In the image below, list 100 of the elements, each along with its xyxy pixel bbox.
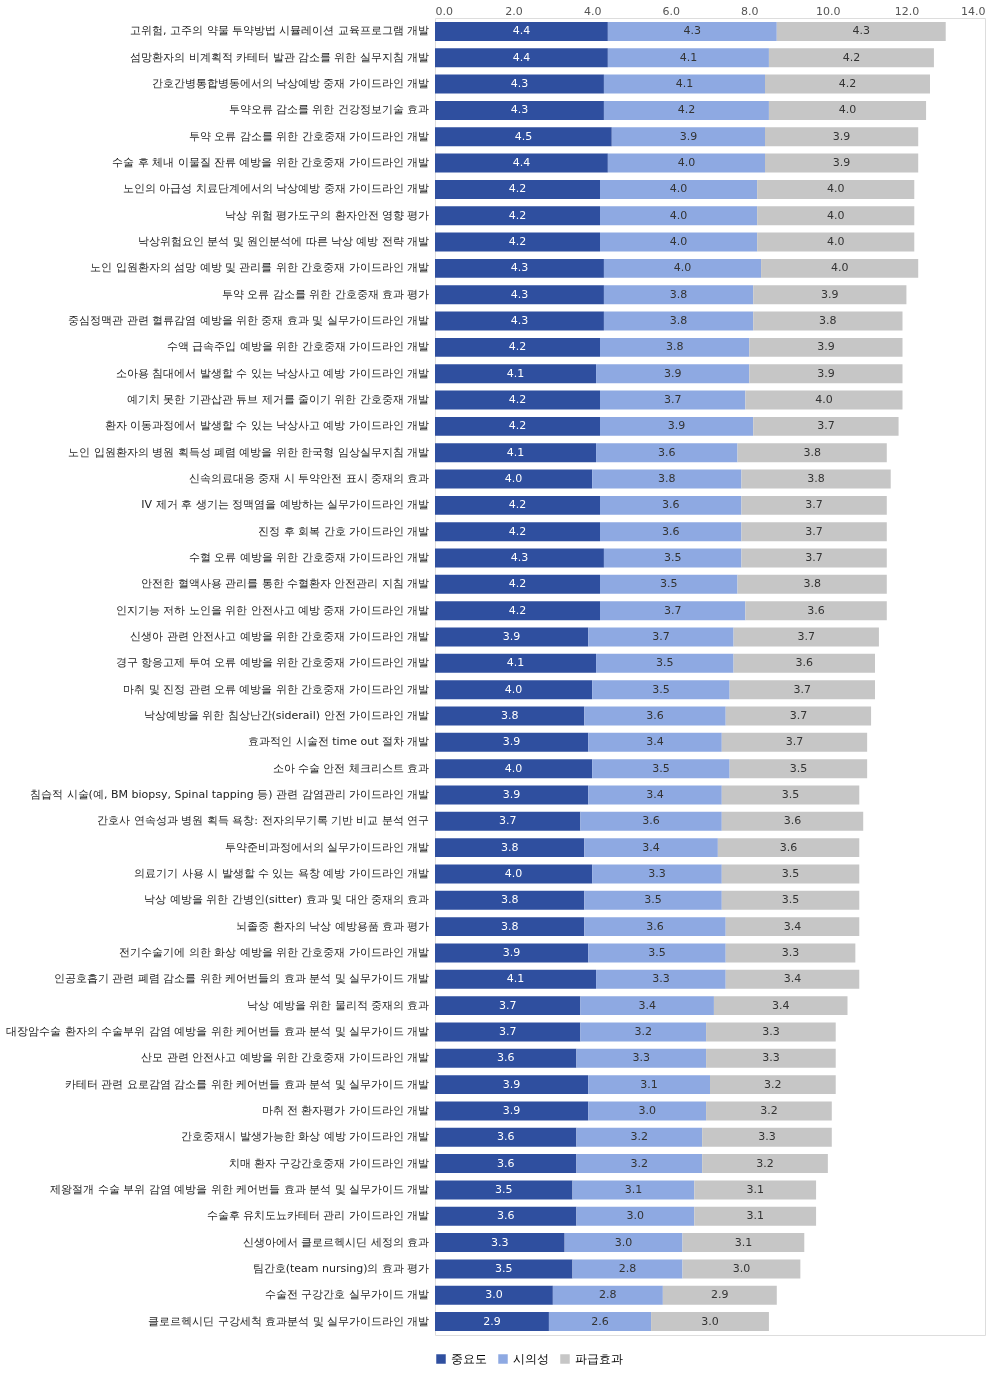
- data-label: 3.4: [638, 998, 656, 1012]
- data-label: 3.3: [781, 945, 800, 959]
- data-label: 4.2: [508, 498, 527, 512]
- data-label: 4.2: [508, 340, 527, 354]
- data-label: 3.7: [498, 1024, 517, 1038]
- data-label: 3.9: [821, 287, 839, 301]
- data-label: 3.8: [500, 919, 519, 933]
- data-label: 4.0: [815, 393, 833, 407]
- data-label: 4.4: [512, 156, 531, 170]
- x-tick-label: 6.0: [662, 4, 680, 18]
- data-label: 4.2: [508, 419, 527, 433]
- data-label: 4.0: [504, 682, 523, 696]
- data-label: 3.6: [646, 708, 664, 722]
- y-tick-label: 신생아 관련 안전사고 예방을 위한 간호중재 가이드라인 개발: [130, 630, 430, 644]
- data-label: 3.1: [734, 1235, 753, 1249]
- data-label: 3.5: [652, 761, 670, 775]
- data-label: 3.6: [642, 814, 660, 828]
- data-label: 3.4: [642, 840, 660, 854]
- data-label: 4.3: [510, 551, 529, 565]
- data-label: 4.1: [506, 656, 525, 670]
- data-label: 3.7: [789, 708, 808, 722]
- data-label: 4.1: [506, 445, 525, 459]
- data-label: 2.8: [618, 1261, 637, 1275]
- y-tick-label: 예기치 못한 기관삽관 튜브 제거를 줄이기 위한 간호중재 개발: [126, 393, 430, 407]
- data-label: 4.3: [852, 24, 870, 38]
- data-label: 3.7: [797, 630, 815, 644]
- y-tick-label: 마취 전 환자평가 가이드라인 개발: [261, 1103, 430, 1117]
- data-label: 4.4: [512, 24, 531, 38]
- data-label: 4.5: [514, 129, 533, 143]
- data-label: 4.1: [675, 77, 694, 91]
- data-label: 3.9: [502, 630, 521, 644]
- legend-label: 파급효과: [575, 1352, 623, 1366]
- data-label: 4.3: [510, 314, 529, 328]
- y-tick-label: 환자 이동과정에서 발생할 수 있는 낙상사고 예방 가이드라인 개발: [104, 419, 430, 433]
- data-label: 4.1: [679, 50, 698, 64]
- y-tick-label: 마취 및 진정 관련 오류 예방을 위한 간호중재 가이드라인 개발: [123, 682, 430, 696]
- data-label: 3.9: [502, 1077, 521, 1091]
- data-label: 3.2: [764, 1077, 782, 1091]
- y-tick-label: 수술 후 체내 이물질 잔류 예방을 위한 간호중재 가이드라인 개발: [112, 156, 430, 170]
- data-label: 4.3: [510, 261, 529, 275]
- data-label: 3.8: [803, 445, 821, 459]
- data-label: 3.8: [500, 708, 519, 722]
- data-label: 3.6: [658, 445, 676, 459]
- y-tick-label: 의료기기 사용 시 발생할 수 있는 욕창 예방 가이드라인 개발: [134, 866, 430, 880]
- data-label: 4.0: [669, 182, 688, 196]
- y-tick-label: 수술전 구강간호 실무가이드 개발: [265, 1288, 430, 1302]
- data-label: 4.2: [508, 208, 527, 222]
- data-label: 4.4: [512, 50, 531, 64]
- y-tick-label: 수술후 유치도뇨카테터 관리 가이드라인 개발: [206, 1209, 430, 1223]
- data-label: 4.0: [504, 761, 523, 775]
- data-label: 3.6: [795, 656, 814, 670]
- data-label: 3.8: [669, 287, 688, 301]
- data-label: 3.7: [817, 419, 835, 433]
- data-label: 3.0: [638, 1103, 656, 1117]
- data-label: 4.1: [506, 366, 525, 380]
- y-tick-label: 중심정맥관 관련 혈류감염 예방을 위한 중재 효과 및 실무가이드라인 개발: [68, 314, 430, 328]
- legend-label: 시의성: [513, 1352, 549, 1366]
- data-label: 3.7: [663, 603, 682, 617]
- y-tick-label: 전기수술기에 의한 화상 예방을 위한 간호중재 가이드라인 개발: [119, 945, 430, 959]
- y-tick-label: 소아 수술 안전 체크리스트 효과: [272, 761, 430, 775]
- data-label: 3.6: [646, 919, 664, 933]
- y-tick-label: 노인의 아급성 치료단계에서의 낙상예방 중재 가이드라인 개발: [122, 182, 430, 196]
- data-label: 3.5: [495, 1261, 513, 1275]
- data-label: 3.9: [832, 156, 851, 170]
- y-tick-label: 진정 후 회복 간호 가이드라인 개발: [258, 524, 430, 538]
- data-label: 3.1: [624, 1182, 643, 1196]
- y-tick-label: 안전한 혈액사용 관리를 통한 수혈환자 안전관리 지침 개발: [141, 577, 430, 591]
- data-label: 3.8: [803, 577, 821, 591]
- data-label: 3.9: [502, 945, 521, 959]
- data-label: 3.7: [805, 524, 823, 538]
- data-label: 3.5: [781, 866, 800, 880]
- y-tick-label: 팀간호(team nursing)의 효과 평가: [252, 1261, 430, 1275]
- data-label: 3.9: [502, 787, 521, 801]
- data-label: 4.2: [508, 524, 527, 538]
- data-label: 3.5: [495, 1182, 513, 1196]
- data-label: 4.0: [830, 261, 849, 275]
- data-label: 4.0: [826, 208, 845, 222]
- data-label: 3.7: [652, 630, 670, 644]
- data-label: 3.9: [817, 340, 835, 354]
- data-label: 4.2: [842, 50, 861, 64]
- data-label: 3.9: [817, 366, 835, 380]
- data-label: 3.5: [656, 656, 674, 670]
- data-label: 4.0: [838, 103, 857, 117]
- y-tick-label: 낙상 위험 평가도구의 환자안전 영향 평가: [225, 208, 430, 222]
- data-label: 3.0: [626, 1209, 645, 1223]
- data-label: 4.2: [508, 603, 527, 617]
- y-tick-label: 카테터 관련 요로감염 감소를 위한 케어번들 효과 분석 및 실무가이드 개발: [64, 1077, 430, 1091]
- data-label: 3.6: [661, 524, 680, 538]
- y-tick-label: 투약 오류 감소를 위한 간호중재 가이드라인 개발: [188, 129, 430, 143]
- data-label: 3.1: [746, 1182, 764, 1196]
- y-tick-label: 인지기능 저하 노인을 위한 안전사고 예방 중재 가이드라인 개발: [115, 603, 430, 617]
- data-label: 3.9: [679, 129, 698, 143]
- y-tick-label: 섬망환자의 비계획적 카테터 발관 감소를 위한 실무지침 개발: [130, 50, 430, 64]
- data-label: 3.9: [502, 1103, 521, 1117]
- y-tick-label: 간호사 연속성과 병원 획득 욕창: 전자의무기록 기반 비교 분석 연구: [97, 814, 430, 828]
- data-label: 3.7: [663, 393, 682, 407]
- data-label: 4.2: [508, 393, 527, 407]
- y-tick-label: 간호중재시 발생가능한 화상 예방 가이드라인 개발: [181, 1130, 430, 1144]
- data-label: 3.5: [781, 787, 800, 801]
- data-label: 3.0: [732, 1261, 751, 1275]
